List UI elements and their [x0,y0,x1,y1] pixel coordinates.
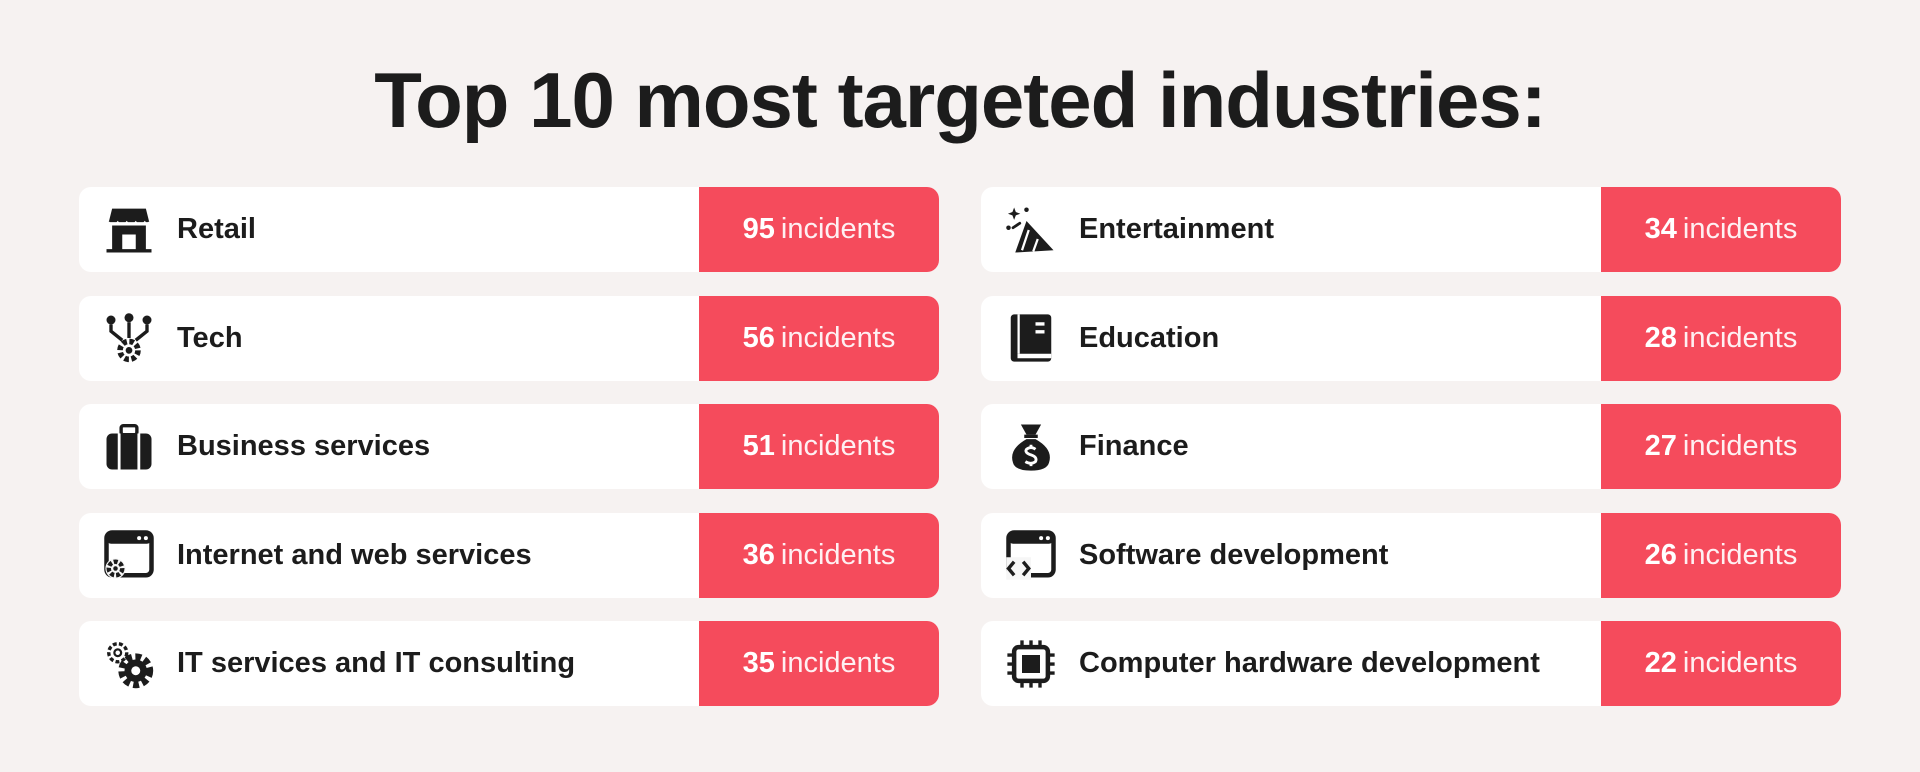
incident-count-badge: 95 incidents [699,187,939,272]
incident-unit: incidents [780,321,896,354]
party-popper-icon [1003,202,1059,258]
incident-count-badge: 51 incidents [699,404,939,489]
industry-row-retail: Retail 95 incidents [79,187,939,272]
circuit-gear-icon [101,310,157,366]
storefront-icon [101,202,157,258]
incident-unit: incidents [780,430,896,462]
microchip-icon [1003,636,1059,692]
industry-label: Business services [177,430,431,462]
incident-count-badge: 36 incidents [699,512,939,598]
industry-row-internet-web-services: Internet and web services 36 incidents [79,512,939,598]
incident-count: 95 [742,213,775,245]
industry-row-it-services: IT services and IT consulting 35 incident… [79,621,939,706]
browser-code-icon [1003,527,1059,583]
incident-count-badge: 56 incidents [699,295,939,381]
industry-label: Internet and web services [177,538,532,571]
industry-label: Retail [177,213,256,245]
industry-label: Software development [1079,538,1389,571]
incident-count: 27 [1644,430,1677,462]
incident-unit: incidents [1682,430,1798,462]
right-column: Entertainment 34 incidents Education 28 in… [981,187,1841,730]
incident-count-badge: 35 incidents [699,621,939,706]
chart-title: Top 10 most targeted industries: [374,56,1546,144]
incident-count: 22 [1644,647,1677,679]
industry-label: Finance [1079,430,1189,462]
industry-label: Education [1079,321,1220,354]
incident-unit: incidents [1682,538,1798,571]
incident-count-badge: 28 incidents [1601,295,1841,381]
industry-row-business-services: Business services 51 incidents [79,404,939,489]
industry-label: Tech [177,321,243,354]
incident-count: 36 [742,538,775,571]
industry-label: IT services and IT consulting [177,647,576,679]
incident-count-badge: 34 incidents [1601,187,1841,272]
browser-gear-icon [101,527,157,583]
industry-label: Computer hardware development [1079,647,1540,679]
incident-count-badge: 26 incidents [1601,512,1841,598]
incident-count: 26 [1644,538,1677,571]
industry-row-finance: Finance 27 incidents [981,404,1841,489]
incident-unit: incidents [1682,321,1798,354]
industry-row-computer-hardware: Computer hardware development 22 incident… [981,621,1841,706]
industry-row-tech: Tech 56 incidents [79,295,939,381]
incident-count-badge: 27 incidents [1601,404,1841,489]
incident-count: 34 [1644,213,1677,245]
left-column: Retail 95 incidents Tech 56 incidents [79,187,939,730]
briefcase-icon [101,419,157,475]
industry-row-entertainment: Entertainment 34 incidents [981,187,1841,272]
industry-row-software-development: Software development 26 incidents [981,512,1841,598]
incident-count: 56 [742,321,775,354]
industry-label: Entertainment [1079,213,1274,245]
incident-unit: incidents [1682,213,1798,245]
incident-unit: incidents [780,647,896,679]
book-icon [1003,310,1059,366]
gears-icon [101,636,157,692]
incident-unit: incidents [1682,647,1798,679]
incident-count: 35 [742,647,775,679]
incident-unit: incidents [780,538,896,571]
industry-row-education: Education 28 incidents [981,295,1841,381]
incident-count: 51 [742,430,775,462]
money-bag-icon [1003,419,1059,475]
incident-unit: incidents [780,213,896,245]
incident-count-badge: 22 incidents [1601,621,1841,706]
incident-count: 28 [1644,321,1677,354]
